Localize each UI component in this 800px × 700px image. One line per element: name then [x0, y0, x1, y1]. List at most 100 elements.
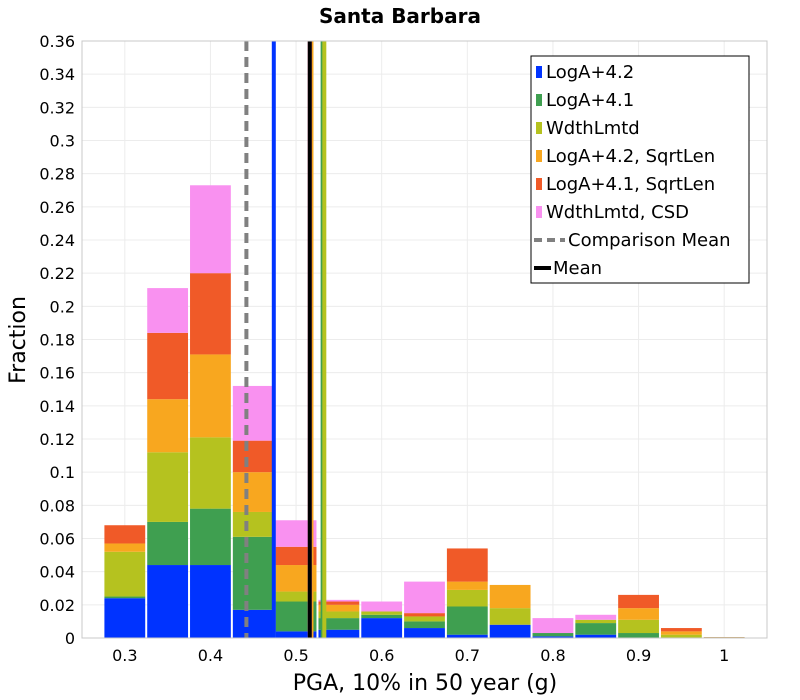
bar-segment [575, 619, 617, 624]
mean-lines [244, 41, 327, 638]
bar-segment [147, 452, 189, 522]
legend-label: WdthLmtd, CSD [546, 202, 689, 223]
bar-segment [660, 631, 702, 635]
bar-segment [147, 288, 189, 333]
legend-label: Comparison Mean [568, 230, 731, 251]
bar-segment [190, 185, 231, 274]
bar-segment [318, 629, 360, 638]
bar-segment [275, 546, 317, 566]
bar-segment [104, 598, 146, 638]
y-tick-label: 0.32 [39, 98, 75, 117]
bar-segment [404, 621, 445, 629]
bar-segment [361, 614, 403, 619]
bar-segment [532, 633, 574, 637]
bar-segment [190, 508, 231, 566]
bar-segment [489, 608, 531, 625]
bar-segment [446, 581, 488, 590]
bar-segment [190, 565, 231, 638]
y-tick-label: 0.26 [39, 198, 75, 217]
y-tick-label: 0.08 [39, 496, 75, 515]
bar-segment [575, 614, 617, 620]
bar-segment [232, 472, 274, 512]
y-tick-label: 0.12 [39, 430, 75, 449]
bar-segment [361, 601, 403, 612]
x-tick-label: 0.7 [455, 646, 480, 665]
legend-swatch [536, 94, 542, 106]
x-tick-label: 0.6 [369, 646, 394, 665]
bar-segment [361, 611, 403, 615]
y-tick-label: 0.18 [39, 331, 75, 350]
legend-label: Mean [553, 258, 602, 279]
y-tick-label: 0.2 [50, 297, 75, 316]
bar-segment [575, 634, 617, 638]
bar-segment [318, 604, 360, 612]
bar-segment [147, 399, 189, 453]
bar-segment [190, 437, 231, 509]
y-tick-label: 0.34 [39, 65, 75, 84]
x-tick-label: 0.4 [198, 646, 223, 665]
legend-swatch [536, 122, 542, 134]
bar-segment [618, 633, 659, 638]
bar-segment [190, 354, 231, 438]
x-tick-label: 0.9 [626, 646, 651, 665]
y-tick-label: 0.24 [39, 231, 75, 250]
bar-segment [532, 636, 574, 638]
bar-segment [232, 536, 274, 610]
legend-swatch [536, 150, 542, 162]
legend-swatch [536, 206, 542, 218]
bar-segment [532, 618, 574, 634]
y-tick-label: 0 [65, 629, 75, 648]
x-tick-label: 1 [719, 646, 729, 665]
bar-segment [404, 613, 445, 617]
bar-segment [446, 634, 488, 638]
bar-segment [318, 611, 360, 619]
y-tick-label: 0.28 [39, 165, 75, 184]
bar-segment [104, 596, 146, 599]
y-tick-label: 0.1 [50, 463, 75, 482]
bar-segment [147, 521, 189, 566]
bar-segment [275, 631, 317, 638]
x-axis-label: PGA, 10% in 50 year (g) [293, 671, 557, 696]
legend: LogA+4.2 LogA+4.1 WdthLmtd LogA+4.2, SqrtLe… [530, 55, 750, 284]
bar-segment [361, 618, 403, 638]
bar-segment [489, 584, 531, 609]
legend-label: LogA+4.2 [546, 62, 634, 83]
x-axis-ticks: 0.3 0.4 0.5 0.6 0.7 0.8 0.9 1 [112, 646, 729, 665]
bar-segment [575, 623, 617, 635]
legend-label: LogA+4.2, SqrtLen [546, 146, 715, 167]
bar-segment [190, 273, 231, 355]
bar-segment [104, 543, 146, 552]
bar-segment [446, 606, 488, 635]
y-tick-label: 0.06 [39, 530, 75, 549]
bar-segment [318, 618, 360, 630]
bar-segment [446, 589, 488, 607]
y-axis-label: Fraction [6, 296, 31, 384]
bar-segment [318, 601, 360, 605]
x-tick-label: 0.8 [540, 646, 565, 665]
chart-title: Santa Barbara [319, 4, 481, 28]
y-axis-ticks: 0 0.02 0.04 0.06 0.08 0.1 0.12 0.14 0.16 0.18 0.2 0… [39, 32, 75, 648]
y-tick-label: 0.3 [50, 132, 75, 151]
bar-segment [404, 581, 445, 614]
bar-segment [618, 608, 659, 620]
bar-segment [232, 511, 274, 537]
bar-segment [618, 619, 659, 634]
x-tick-label: 0.5 [283, 646, 308, 665]
bar-segment [232, 440, 274, 473]
bar-segment [660, 634, 702, 638]
bar-segment [104, 551, 146, 597]
bar-segment [147, 332, 189, 400]
legend-label: LogA+4.1 [546, 90, 634, 111]
y-tick-label: 0.22 [39, 264, 75, 283]
y-tick-label: 0.36 [39, 32, 75, 51]
y-tick-label: 0.04 [39, 563, 75, 582]
bar-segment [489, 624, 531, 638]
bar-segment [275, 591, 317, 602]
y-tick-label: 0.16 [39, 364, 75, 383]
bar-segment [104, 525, 146, 544]
x-tick-label: 0.3 [112, 646, 137, 665]
bar-segment [404, 628, 445, 638]
legend-box [530, 55, 750, 284]
legend-label: LogA+4.1, SqrtLen [546, 174, 715, 195]
